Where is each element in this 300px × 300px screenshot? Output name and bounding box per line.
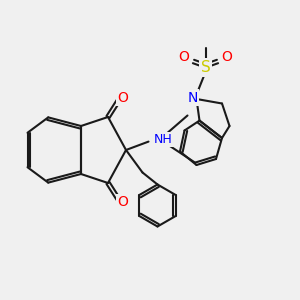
Text: O: O: [178, 50, 189, 64]
Text: NH: NH: [154, 133, 172, 146]
Text: S: S: [201, 60, 210, 75]
Text: O: O: [118, 91, 128, 104]
Text: O: O: [118, 196, 128, 209]
Text: N: N: [188, 91, 198, 104]
Text: O: O: [222, 50, 232, 64]
